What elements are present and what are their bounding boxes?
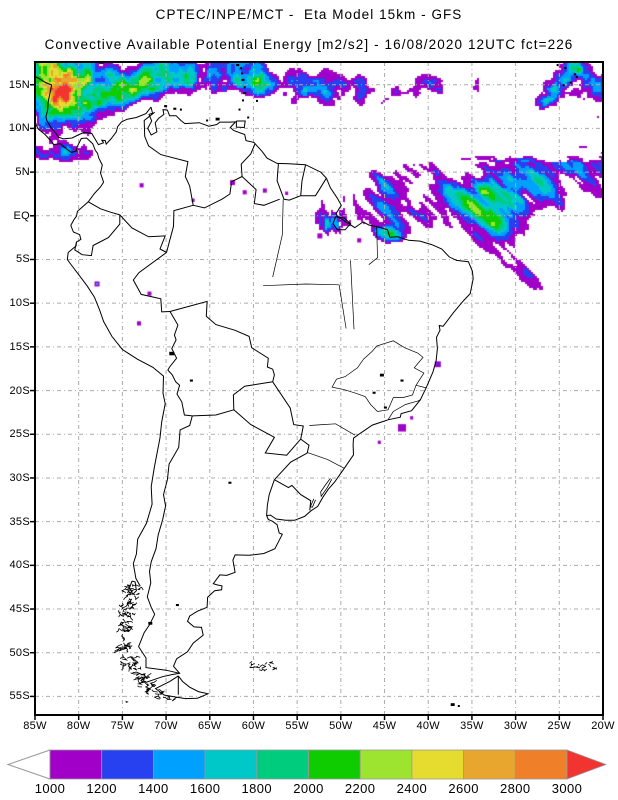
lat-tick-label: 5N [15, 166, 30, 179]
lon-tick-label: 75W [110, 720, 135, 732]
state-borders [263, 199, 427, 469]
colorbar-segment [308, 749, 361, 780]
colorbar-tick-label: 1600 [189, 781, 221, 796]
colorbar-tick-label: 1800 [241, 781, 273, 796]
lat-tick-label: 50S [9, 646, 30, 659]
lon-tick-label: 45W [372, 720, 397, 732]
lat-tick-label: 5S [15, 253, 30, 266]
lat-tick-label: 10N [8, 122, 30, 135]
colorbar-segment [411, 749, 464, 780]
colorbar-tick-label: 3000 [551, 781, 583, 796]
fjords-and-islands-scribble [113, 583, 277, 703]
lat-tick-label: 35S [9, 515, 30, 528]
page-title: CPTEC/INPE/MCT - Eta Model 15km - GFS [155, 7, 463, 22]
colorbar-segment [463, 749, 516, 780]
colorbar-tick-label: 1400 [138, 781, 169, 796]
colorbar-segment [152, 749, 206, 780]
colorbar-below-arrow [6, 749, 51, 780]
colorbar-tick-label: 2400 [396, 781, 428, 796]
lon-tick-label: 50W [329, 720, 353, 732]
colorbar [6, 749, 608, 780]
lon-tick-label: 60W [241, 720, 266, 732]
colorbar-tick-label: 1000 [34, 781, 66, 796]
lon-tick-label: 55W [285, 720, 309, 732]
colorbar-tick-label: 1200 [86, 781, 117, 796]
lon-tick-label: 35W [460, 720, 484, 732]
page-subtitle: Convective Available Potential Energy [m… [44, 37, 574, 52]
lat-tick-label: 30S [9, 471, 30, 484]
colorbar-segment [204, 749, 258, 780]
map-overlay [30, 61, 604, 720]
lon-tick-label: 80W [66, 720, 91, 732]
colorbar-tick-label: 2000 [293, 781, 324, 796]
lat-tick-label: 45S [9, 603, 30, 616]
lon-tick-label: 85W [23, 720, 47, 732]
colorbar-segment [359, 749, 413, 780]
colorbar-segment [49, 749, 103, 780]
colorbar-tick-label: 2600 [448, 781, 479, 796]
lat-tick-label: 10S [9, 297, 30, 310]
island-dots [99, 62, 578, 707]
lat-tick-label: 15S [9, 340, 30, 353]
axis-ticks [30, 83, 604, 720]
coastlines [35, 76, 474, 700]
lon-tick-label: 40W [416, 720, 440, 732]
lon-tick-label: 70W [154, 720, 178, 732]
lon-tick-label: 30W [503, 720, 528, 732]
country-borders [74, 111, 327, 695]
lon-tick-label: 65W [198, 720, 222, 732]
colorbar-segment [101, 749, 154, 780]
lat-tick-label: 15N [8, 78, 30, 91]
colorbar-tick-label: 2200 [344, 781, 376, 796]
lat-tick-label: 25S [9, 428, 30, 441]
colorbar-segment [256, 749, 309, 780]
lon-tick-label: 25W [547, 720, 572, 732]
lat-tick-label: EQ [13, 209, 30, 222]
map-frame [34, 61, 604, 716]
lon-tick-label: 20W [591, 720, 615, 732]
lagoon-outlines [309, 478, 333, 508]
lat-tick-label: 40S [9, 559, 30, 572]
grid-lines [35, 62, 603, 715]
lat-tick-label: 55S [9, 690, 30, 703]
colorbar-segment [514, 749, 568, 780]
lat-tick-label: 20S [9, 384, 30, 397]
colorbar-above-arrow [566, 749, 608, 780]
colorbar-tick-label: 2800 [500, 781, 531, 796]
